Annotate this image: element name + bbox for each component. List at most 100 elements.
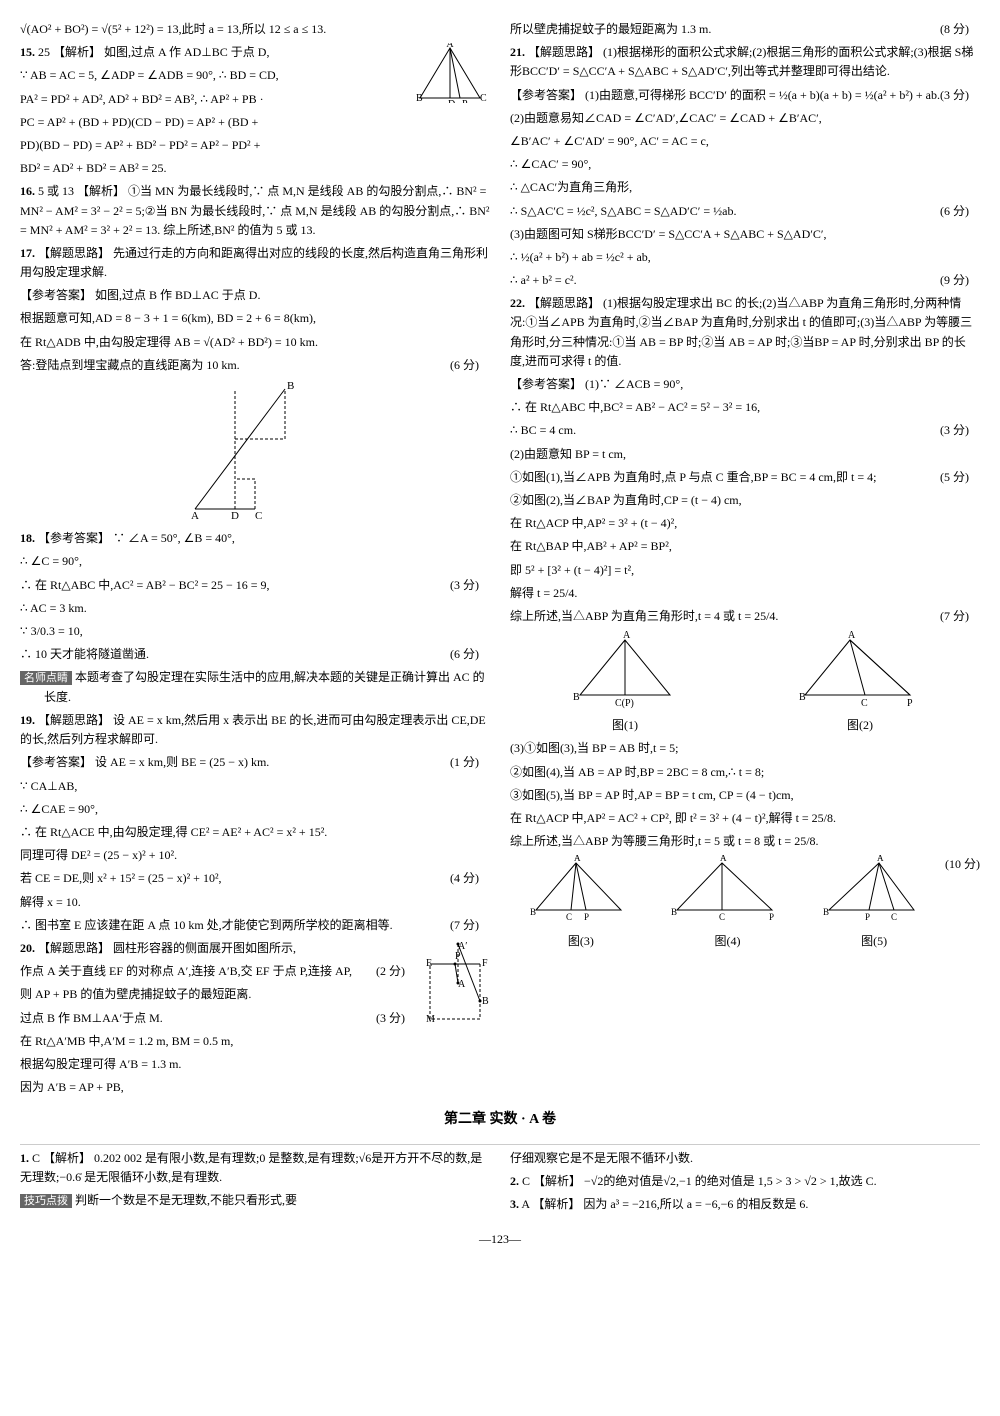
fig5-label: 图(5) (819, 932, 929, 951)
q17-text: 【解题思路】 先通过行走的方向和距离得出对应的线段的长度,然后构造直角三角形利用… (20, 246, 488, 279)
chapter-title: 第二章 实数 · A 卷 (20, 1109, 980, 1131)
q22-text: 综上所述,当△ABP 为直角三角形时,t = 4 或 t = 25/4. (510, 609, 778, 623)
q20-text: 【解题思路】 圆柱形容器的侧面展开图如图所示, (38, 941, 296, 955)
svg-text:B: B (671, 907, 677, 917)
q15-triangle-icon: A B D P C (410, 43, 490, 109)
q17: 17. 【解题思路】 先通过行走的方向和距离得出对应的线段的长度,然后构造直角三… (20, 244, 490, 282)
q17-line: 答:登陆点到埋宝藏点的直线距离为 10 km. (6 分) (20, 356, 490, 375)
svg-text:B: B (573, 692, 580, 703)
svg-text:B: B (482, 996, 489, 1007)
svg-text:M: M (426, 1014, 435, 1025)
svg-text:A: A (574, 855, 581, 863)
q17-num: 17. (20, 246, 35, 260)
q21-line: ∴ ∠CAC′ = 90°, (510, 155, 980, 174)
tip-text: 判断一个数是不是无理数,不能只看形式,要 (75, 1193, 297, 1207)
q15-text: 25 【解析】 如图,过点 A 作 AD⊥BC 于点 D, (38, 45, 269, 59)
q22-line: ①如图(1),当∠APB 为直角时,点 P 与点 C 重合,BP = BC = … (510, 468, 980, 487)
b1-tip: 技巧点拨 判断一个数是不是无理数,不能只看形式,要 (20, 1191, 490, 1211)
score-badge: (3 分) (964, 421, 980, 440)
q22-line: (2)由题意知 BP = t cm, (510, 445, 980, 464)
q18-text: ∴ 在 Rt△ABC 中,AC² = AB² − BC² = 25 − 16 =… (20, 578, 270, 592)
b2-cont: 仔细观察它是不是无限不循环小数. (510, 1149, 980, 1168)
q20-diagram-icon: E F P A′ A B M (420, 939, 490, 1035)
q21: 21. 【解题思路】 (1)根据梯形的面积公式求解;(2)根据三角形的面积公式求… (510, 43, 980, 81)
q19-line: 同理可得 DE² = (25 − x)² + 10². (20, 846, 490, 865)
q20-text: 则 AP + PB 的值为壁虎捕捉蚊子的最短距离. (20, 987, 251, 1001)
svg-text:D: D (231, 510, 239, 519)
q19-line: ∵ CA⊥AB, (20, 777, 490, 796)
svg-text:B: B (287, 380, 294, 392)
q18-num: 18. (20, 531, 35, 545)
q20-line: 因为 A′B = AP + PB, (20, 1078, 490, 1097)
q18-text: ∴ 10 天才能将隧道凿通. (20, 647, 149, 661)
fig4-label: 图(4) (667, 932, 787, 951)
q22-line: 在 Rt△ACP 中,AP² = AC² + CP², 即 t² = 3² + … (510, 809, 980, 828)
q22-text: 【解题思路】 (1)根据勾股定理求出 BC 的长;(2)当△ABP 为直角三角形… (510, 296, 972, 368)
svg-text:P: P (584, 912, 589, 922)
q18-text: 【参考答案】 ∵ ∠A = 50°, ∠B = 40°, (38, 531, 235, 545)
q19-line: ∴ ∠CAE = 90°, (20, 800, 490, 819)
b1-num: 1. (20, 1151, 29, 1165)
b2: 2. C 【解析】 −√2的绝对值是√2,−1 的绝对值是 1,5 > 3 > … (510, 1172, 980, 1191)
q18-line: ∵ 3/0.3 = 10, (20, 622, 490, 641)
b3: 3. A 【解析】 因为 a³ = −216,所以 a = −6,−6 的相反数… (510, 1195, 980, 1214)
svg-text:P: P (769, 912, 774, 922)
q21-text: ∴ a² + b² = c². (510, 273, 577, 287)
q22-line: ∴ 在 Rt△ABC 中,BC² = AB² − AC² = 5² − 3² =… (510, 398, 980, 417)
q19-line: 若 CE = DE,则 x² + 15² = (25 − x)² + 10², … (20, 869, 490, 888)
bottom-left-column: 1. C 【解析】 0.202 002 是有限小数,是有理数;0 是整数,是有理… (20, 1149, 490, 1219)
q17-line: 【参考答案】 如图,过点 B 作 BD⊥AC 于点 D. (20, 286, 490, 305)
b2-text: C 【解析】 −√2的绝对值是√2,−1 的绝对值是 1,5 > 3 > √2 … (522, 1174, 877, 1188)
svg-text:D: D (448, 99, 455, 103)
svg-text:C: C (480, 93, 487, 103)
q18: 18. 【参考答案】 ∵ ∠A = 50°, ∠B = 40°, (20, 529, 490, 548)
fig3-label: 图(3) (526, 932, 636, 951)
q20-line: 根据勾股定理可得 A′B = 1.3 m. (20, 1055, 490, 1074)
q20-cont: 所以壁虎捕捉蚊子的最短距离为 1.3 m. (8 分) (510, 20, 980, 39)
q21-line: 【参考答案】 (1)由题意,可得梯形 BCC′D′ 的面积 = ½(a + b)… (510, 86, 980, 105)
svg-text:B: B (823, 907, 829, 917)
b1: 1. C 【解析】 0.202 002 是有限小数,是有理数;0 是整数,是有理… (20, 1149, 490, 1187)
svg-text:C: C (566, 912, 572, 922)
score-badge: (1 分) (474, 753, 490, 772)
fig5-icon: A B P C 图(5) (819, 855, 929, 950)
score-badge: (3 分) (400, 1009, 416, 1028)
svg-text:C(P): C(P) (615, 698, 634, 709)
score-badge: (6 分) (474, 645, 490, 664)
q21-num: 21. (510, 45, 525, 59)
q18-line: ∴ 10 天才能将隧道凿通. (6 分) (20, 645, 490, 664)
bottom-right-column: 仔细观察它是不是无限不循环小数. 2. C 【解析】 −√2的绝对值是√2,−1… (510, 1149, 980, 1219)
score-badge: (7 分) (964, 607, 980, 626)
q21-line: ∴ ½(a² + b²) + ab = ½c² + ab, (510, 248, 980, 267)
fig1-label: 图(1) (565, 716, 685, 735)
fig1-icon: A B C(P) 图(1) (565, 630, 685, 735)
q17-line: 根据题意可知,AD = 8 − 3 + 1 = 6(km), BD = 2 + … (20, 309, 490, 328)
q22-text: 综上所述,当△ABP 为等腰三角形时,t = 5 或 t = 8 或 t = 2… (510, 834, 819, 848)
tip-label: 技巧点拨 (20, 1194, 72, 1208)
q21-line: (3)由题图可知 S梯形BCC′D′ = S△CC′A + S△ABC + S△… (510, 225, 980, 244)
q18-line: ∴ 在 Rt△ABC 中,AC² = AB² − BC² = 25 − 16 =… (20, 576, 490, 595)
q21-line: ∴ S△AC′C = ½c², S△ABC = S△AD′C′ = ½ab. (… (510, 202, 980, 221)
q22-line: 解得 t = 25/4. (510, 584, 980, 603)
left-column: √(AO² + BO²) = √(5² + 12²) = 13,此时 a = 1… (20, 20, 490, 1101)
b3-num: 3. (510, 1197, 519, 1211)
fig12-row: A B C(P) 图(1) A B C P 图(2) (510, 630, 980, 735)
svg-text:C: C (255, 510, 262, 519)
q15: 15. 25 【解析】 如图,过点 A 作 AD⊥BC 于点 D, A B D … (20, 43, 490, 62)
svg-text:A: A (458, 979, 466, 990)
svg-text:C: C (719, 912, 725, 922)
fig4-icon: A B C P 图(4) (667, 855, 787, 950)
main-columns: √(AO² + BO²) = √(5² + 12²) = 13,此时 a = 1… (20, 20, 980, 1101)
score-badge: (5 分) (964, 468, 980, 487)
svg-text:P: P (462, 99, 468, 103)
q22-line: 综上所述,当△ABP 为直角三角形时,t = 4 或 t = 25/4. (7 … (510, 607, 980, 626)
svg-text:C: C (861, 698, 868, 709)
svg-text:A: A (877, 855, 884, 863)
q16-text: 5 或 13 【解析】 ①当 MN 为最长线段时,∵ 点 M,N 是线段 AB … (20, 184, 490, 236)
q22-line: ②如图(2),当∠BAP 为直角时,CP = (t − 4) cm, (510, 491, 980, 510)
score-badge: (4 分) (474, 869, 490, 888)
q22-line: 【参考答案】 (1)∵ ∠ACB = 90°, (510, 375, 980, 394)
q18-line: ∴ AC = 3 km. (20, 599, 490, 618)
q22: 22. 【解题思路】 (1)根据勾股定理求出 BC 的长;(2)当△ABP 为直… (510, 294, 980, 371)
q15-line: PC = AP² + (BD + PD)(CD − PD) = AP² + (B… (20, 113, 490, 132)
